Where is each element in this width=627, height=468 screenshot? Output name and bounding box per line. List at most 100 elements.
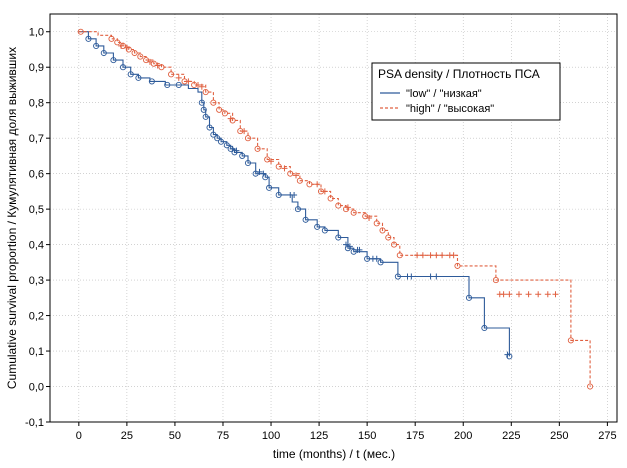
- event-marker-high: [335, 202, 342, 209]
- event-marker-high: [264, 156, 271, 163]
- censor-marker-high: [366, 215, 373, 221]
- y-tick-label: 0,3: [29, 275, 44, 287]
- y-tick-label: -0,1: [25, 417, 44, 429]
- censor-marker-high: [427, 252, 434, 259]
- event-marker-low: [100, 49, 107, 57]
- y-tick-label: 0,6: [29, 169, 44, 181]
- x-tick-label: 75: [217, 430, 229, 442]
- censor-marker-high: [344, 204, 351, 211]
- censor-marker-high: [118, 42, 125, 49]
- censor-marker-low: [504, 351, 511, 358]
- censor-marker-high: [500, 291, 507, 298]
- event-marker-high: [114, 39, 121, 46]
- censor-marker-high: [433, 252, 440, 259]
- y-tick-label: 0,8: [29, 98, 44, 110]
- event-marker-high: [454, 262, 461, 269]
- censor-marker-low: [356, 246, 363, 253]
- event-marker-low: [210, 131, 217, 138]
- event-marker-high: [202, 89, 209, 96]
- event-marker-low: [175, 81, 182, 89]
- y-tick-label: 0,1: [29, 346, 44, 358]
- event-marker-high: [216, 106, 223, 113]
- censor-marker-high: [414, 252, 421, 259]
- event-marker-high: [254, 145, 261, 152]
- censor-marker-low: [233, 147, 240, 154]
- y-axis-label: Cumulative survival proportion / Кумулят…: [5, 47, 19, 389]
- event-marker-low: [275, 191, 282, 198]
- event-marker-low: [206, 124, 213, 131]
- y-axis-ticks: -0,1 0,0 0,1 0,2 0,3 0,4 0,5 0,6 0,7 0,8 0,9 1,0: [25, 27, 50, 429]
- y-tick-label: 0,4: [29, 240, 44, 252]
- event-marker-low: [244, 159, 252, 167]
- event-marker-low: [302, 216, 309, 223]
- event-marker-low: [200, 106, 207, 113]
- y-tick-label: 0,5: [29, 204, 44, 216]
- censor-marker-high: [194, 81, 201, 88]
- event-marker-low: [465, 294, 473, 301]
- event-marker-low: [377, 259, 384, 266]
- event-marker-low: [198, 99, 205, 106]
- legend: PSA density / Плотность ПСА "low" / "низ…: [371, 62, 561, 121]
- event-marker-high: [125, 46, 132, 53]
- x-tick-label: 50: [169, 430, 181, 442]
- event-marker-low: [127, 71, 134, 78]
- event-marker-low: [294, 206, 301, 213]
- censor-marker-high: [281, 165, 288, 172]
- x-tick-label: 275: [598, 430, 616, 442]
- event-marker-high: [350, 209, 357, 216]
- censor-marker-low: [260, 170, 267, 177]
- censor-marker-low: [229, 145, 236, 152]
- x-tick-label: 200: [454, 430, 472, 442]
- event-marker-low: [218, 138, 225, 145]
- event-marker-high: [492, 277, 499, 284]
- event-marker-high: [296, 177, 303, 184]
- event-marker-low: [266, 184, 273, 191]
- event-marker-low: [350, 248, 357, 255]
- y-tick-label: 0,0: [29, 382, 44, 394]
- grid: [50, 14, 617, 423]
- censor-marker-high: [535, 291, 542, 298]
- censor-marker-high: [123, 44, 130, 51]
- x-axis-ticks: 0 25 50 75 100 125 150 175 200 225 250 275: [76, 422, 617, 442]
- censor-marker-low: [427, 273, 434, 280]
- event-marker-high: [168, 71, 175, 78]
- censor-marker-high: [146, 58, 153, 65]
- series-layer: [77, 28, 594, 390]
- event-marker-high: [131, 49, 138, 57]
- event-marker-low: [119, 64, 127, 71]
- y-tick-label: 0,9: [29, 62, 44, 74]
- event-marker-high: [567, 337, 574, 344]
- censor-marker-high: [227, 115, 234, 122]
- event-marker-high: [396, 252, 403, 259]
- legend-box: [371, 62, 561, 121]
- event-marker-high: [342, 206, 350, 213]
- legend-entry-low: "low" / "низкая": [406, 88, 482, 100]
- event-marker-low: [506, 353, 513, 360]
- censor-marker-high: [314, 181, 321, 188]
- event-marker-high: [287, 170, 294, 177]
- y-tick-label: 0,7: [29, 133, 44, 145]
- y-tick-label: 0,2: [29, 311, 44, 323]
- censor-marker-high: [198, 83, 205, 90]
- event-marker-low: [231, 149, 238, 156]
- event-marker-high: [150, 60, 157, 67]
- x-axis-label: time (months) / t (мес.): [273, 447, 395, 461]
- censor-marker-low: [373, 255, 380, 262]
- x-tick-label: 0: [76, 430, 82, 442]
- event-marker-high: [373, 220, 380, 227]
- event-marker-low: [148, 78, 155, 85]
- event-marker-low: [85, 35, 92, 42]
- x-tick-label: 150: [358, 430, 376, 442]
- event-marker-high: [221, 110, 228, 117]
- event-marker-high: [327, 195, 334, 202]
- series-low: [78, 31, 513, 360]
- censor-marker-high: [419, 252, 426, 259]
- x-tick-label: 225: [502, 430, 520, 442]
- censor-marker-high: [293, 172, 300, 179]
- event-marker-low: [135, 74, 142, 81]
- censor-marker-high: [552, 291, 559, 298]
- censor-marker-high: [525, 291, 532, 298]
- censor-marker-high: [544, 291, 551, 298]
- censor-marker-high: [506, 291, 513, 298]
